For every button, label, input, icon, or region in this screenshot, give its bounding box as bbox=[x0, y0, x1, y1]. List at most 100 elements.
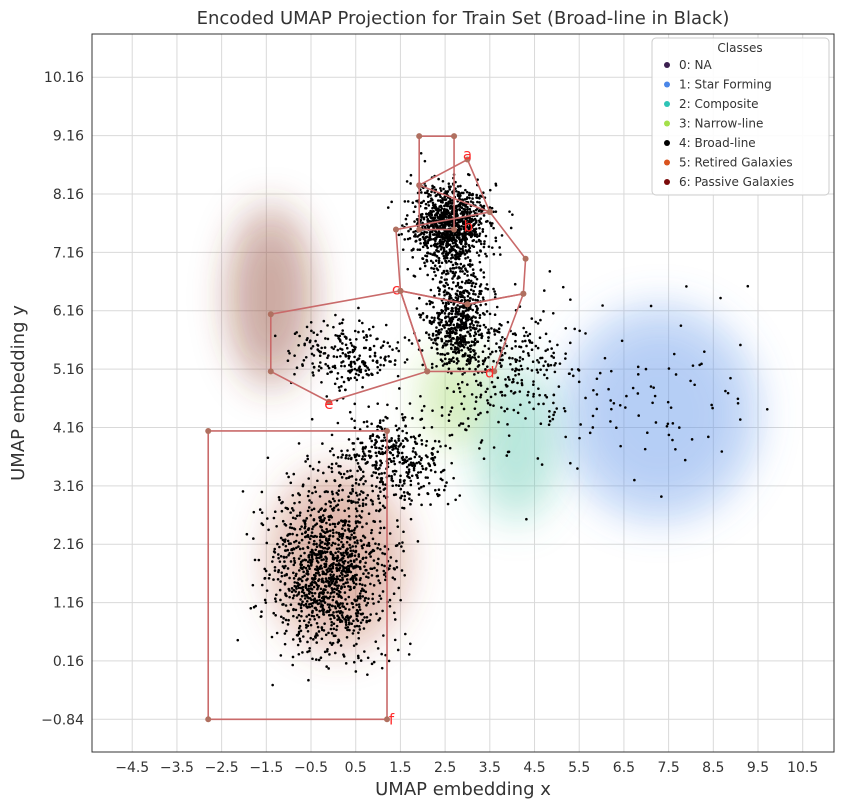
broad-line-point bbox=[464, 428, 467, 431]
broad-line-point bbox=[439, 189, 443, 192]
broad-line-point bbox=[310, 329, 313, 333]
broad-line-point bbox=[251, 583, 255, 587]
broad-line-point bbox=[422, 484, 426, 488]
broad-line-point bbox=[651, 401, 654, 405]
broad-line-point bbox=[343, 569, 346, 573]
broad-line-point bbox=[328, 608, 332, 612]
broad-line-point bbox=[449, 343, 453, 346]
broad-line-point bbox=[302, 635, 305, 638]
broad-line-point bbox=[271, 560, 274, 563]
broad-line-point bbox=[509, 362, 512, 366]
broad-line-point bbox=[381, 344, 385, 347]
broad-line-point bbox=[450, 287, 454, 291]
broad-line-point bbox=[286, 507, 290, 511]
broad-line-point bbox=[667, 367, 671, 370]
broad-line-point bbox=[335, 504, 338, 508]
broad-line-point bbox=[539, 368, 542, 371]
broad-line-point bbox=[355, 458, 358, 462]
broad-line-point bbox=[456, 281, 460, 285]
broad-line-point bbox=[433, 456, 437, 459]
broad-line-point bbox=[335, 628, 338, 632]
broad-line-point bbox=[537, 361, 541, 364]
broad-line-point bbox=[544, 332, 548, 336]
broad-line-point bbox=[430, 190, 433, 194]
broad-line-point bbox=[304, 602, 308, 606]
broad-line-point bbox=[455, 339, 459, 343]
broad-line-point bbox=[456, 224, 460, 228]
broad-line-point bbox=[281, 621, 285, 624]
broad-line-point bbox=[357, 555, 361, 558]
broad-line-point bbox=[326, 364, 330, 368]
broad-line-point bbox=[525, 344, 528, 348]
broad-line-point bbox=[311, 344, 315, 348]
broad-line-point bbox=[437, 259, 441, 263]
broad-line-point bbox=[526, 393, 529, 397]
broad-line-point bbox=[328, 500, 331, 503]
broad-line-point bbox=[427, 481, 431, 485]
broad-line-point bbox=[492, 252, 496, 256]
broad-line-point bbox=[685, 285, 688, 288]
broad-line-point bbox=[401, 439, 405, 442]
broad-line-point bbox=[319, 366, 323, 370]
broad-line-point bbox=[413, 437, 417, 440]
broad-line-point bbox=[321, 599, 324, 603]
broad-line-point bbox=[649, 385, 653, 388]
broad-line-point bbox=[454, 249, 458, 253]
broad-line-point bbox=[346, 449, 349, 452]
broad-line-point bbox=[452, 337, 455, 340]
broad-line-point bbox=[484, 220, 488, 223]
broad-line-point bbox=[636, 373, 640, 376]
broad-line-point bbox=[327, 515, 331, 518]
broad-line-point bbox=[373, 566, 376, 570]
broad-line-point bbox=[356, 541, 359, 545]
broad-line-point bbox=[484, 252, 487, 256]
broad-line-point bbox=[347, 618, 350, 622]
broad-line-point bbox=[360, 476, 363, 480]
broad-line-point bbox=[469, 265, 472, 268]
broad-line-point bbox=[303, 524, 307, 528]
broad-line-point bbox=[476, 321, 480, 324]
broad-line-point bbox=[319, 361, 322, 364]
broad-line-point bbox=[405, 465, 409, 469]
broad-line-point bbox=[547, 423, 551, 427]
broad-line-point bbox=[409, 479, 413, 483]
broad-line-point bbox=[332, 595, 335, 599]
broad-line-point bbox=[454, 257, 457, 261]
broad-line-point bbox=[466, 281, 470, 285]
broad-line-point bbox=[308, 605, 312, 609]
broad-line-point bbox=[361, 330, 365, 333]
broad-line-point bbox=[405, 214, 409, 217]
broad-line-point bbox=[332, 325, 335, 329]
broad-line-point bbox=[534, 320, 538, 324]
broad-line-point bbox=[285, 572, 288, 576]
broad-line-point bbox=[331, 497, 335, 501]
broad-line-point bbox=[477, 223, 481, 227]
broad-line-point bbox=[349, 469, 352, 472]
broad-line-point bbox=[364, 568, 367, 572]
broad-line-point bbox=[341, 556, 345, 560]
broad-line-point bbox=[310, 611, 314, 614]
broad-line-point bbox=[711, 406, 714, 410]
broad-line-point bbox=[422, 426, 426, 430]
x-tick-label: −4.5 bbox=[115, 760, 149, 776]
broad-line-point bbox=[552, 401, 555, 405]
broad-line-point bbox=[354, 478, 358, 481]
broad-line-point bbox=[362, 452, 366, 455]
broad-line-point bbox=[348, 410, 352, 414]
broad-line-point bbox=[341, 602, 344, 605]
broad-line-point bbox=[374, 466, 377, 469]
broad-line-point bbox=[359, 596, 362, 600]
broad-line-point bbox=[339, 644, 343, 647]
broad-line-point bbox=[335, 600, 338, 603]
broad-line-point bbox=[450, 312, 454, 316]
broad-line-point bbox=[317, 630, 321, 633]
broad-line-point bbox=[558, 362, 562, 365]
broad-line-point bbox=[452, 390, 456, 394]
broad-line-point bbox=[444, 259, 448, 263]
broad-line-point bbox=[305, 615, 308, 618]
broad-line-point bbox=[335, 584, 338, 587]
broad-line-point bbox=[332, 611, 335, 614]
broad-line-point bbox=[352, 660, 356, 664]
broad-line-point bbox=[403, 479, 406, 482]
broad-line-point bbox=[481, 350, 485, 354]
